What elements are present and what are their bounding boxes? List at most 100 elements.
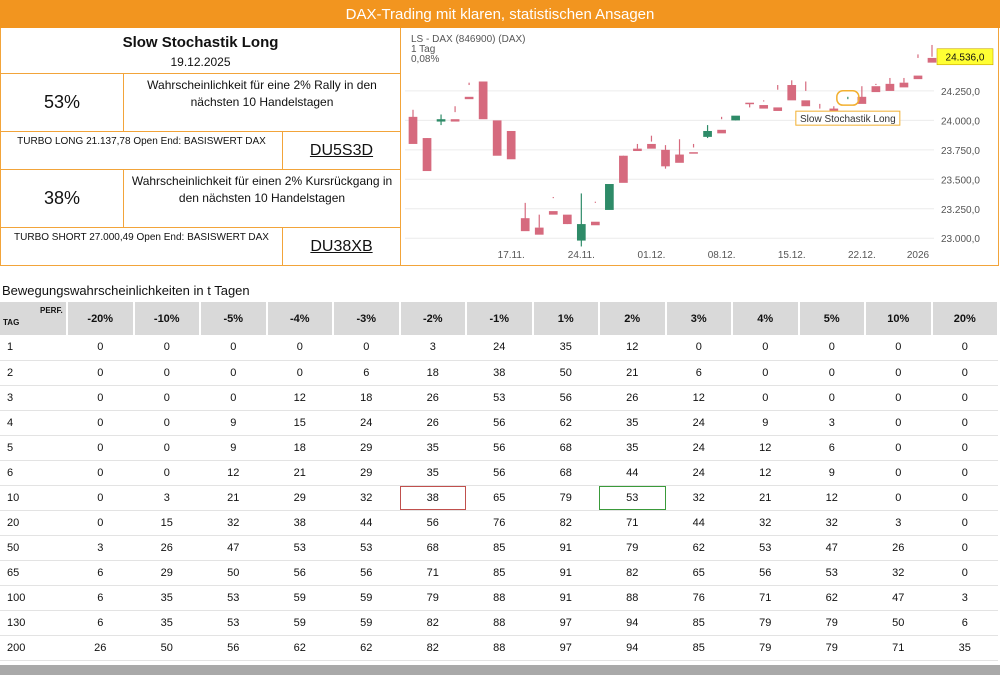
corner-tag-label: TAG: [3, 318, 20, 327]
probability-cell: 32: [798, 510, 865, 536]
probability-table: PERF. TAG -20% -10% -5% -4% -3% -2% -1% 1% 2% 3% 4…: [0, 302, 999, 661]
probability-cell: 50: [133, 635, 200, 661]
probability-cell: 0: [67, 360, 134, 386]
table-corner-header: PERF. TAG: [0, 302, 68, 335]
candle-body: [675, 154, 684, 163]
probability-cell: 82: [532, 510, 599, 536]
probability-cell: 0: [931, 535, 998, 561]
probability-cell: 50: [532, 360, 599, 386]
probability-cell: 0: [931, 485, 998, 511]
probability-cell: 35: [399, 435, 466, 461]
candle-body: [464, 96, 474, 100]
column-header: 3%: [665, 302, 733, 335]
probability-cell: 0: [133, 435, 200, 461]
x-tick-label: 01.12.: [638, 250, 666, 261]
row-tag: 200: [0, 635, 67, 661]
probability-cell: 79: [599, 535, 666, 561]
x-tick-label: 17.11.: [498, 250, 525, 261]
probability-cell: 18: [333, 385, 400, 411]
probability-cell: 0: [865, 460, 932, 486]
annotation-label: Slow Stochastik Long: [800, 114, 896, 125]
probability-cell: 0: [931, 435, 998, 461]
row-tag: 100: [0, 585, 67, 611]
probability-cell: 91: [532, 535, 599, 561]
candle-body: [647, 143, 656, 149]
probability-cell: 3: [133, 485, 200, 511]
long-probability: 53%: [1, 74, 124, 131]
probability-cell: 53: [333, 535, 400, 561]
turbo-long-code-link[interactable]: DU5S3D: [309, 141, 374, 159]
candle-body: [520, 218, 530, 232]
candle-body: [801, 100, 811, 107]
x-tick-label: 22.12.: [848, 250, 876, 261]
probability-cell: 21: [200, 485, 267, 511]
signal-date: 19.12.2025: [170, 55, 231, 69]
probability-cell: 79: [798, 610, 865, 636]
candle-body: [408, 116, 418, 144]
probability-cell: 21: [266, 460, 333, 486]
candle-body: [478, 81, 488, 120]
probability-cell: 12: [665, 385, 732, 411]
probability-cell: 62: [266, 635, 333, 661]
row-tag: 20: [0, 510, 67, 536]
candle-body: [534, 227, 544, 235]
probability-cell: 56: [466, 435, 533, 461]
probability-cell: 24: [665, 460, 732, 486]
probability-cell: 0: [67, 485, 134, 511]
probability-cell: 0: [133, 360, 200, 386]
y-tick-label: 23.250,0: [941, 205, 980, 216]
probability-cell: 53: [200, 585, 267, 611]
probability-cell: 0: [67, 335, 134, 361]
probability-cell: 3: [67, 535, 134, 561]
probability-cell: 88: [599, 585, 666, 611]
candle-body: [871, 86, 881, 93]
probability-cell: 29: [333, 460, 400, 486]
candle-body: [773, 107, 783, 111]
candle-body: [899, 82, 909, 88]
probability-cell: 12: [599, 335, 666, 361]
probability-cell: 0: [67, 435, 134, 461]
probability-cell: 85: [466, 535, 533, 561]
probability-cell: 9: [200, 435, 267, 461]
candle-body: [605, 184, 614, 210]
probability-cell: 0: [865, 485, 932, 511]
column-header: -20%: [67, 302, 135, 335]
probability-cell: 50: [865, 610, 932, 636]
candle-body: [422, 138, 432, 172]
probability-cell: 26: [399, 410, 466, 436]
column-header: 20%: [931, 302, 999, 335]
column-header: 4%: [732, 302, 800, 335]
candle-body: [913, 75, 923, 80]
turbo-short-text: TURBO SHORT 27.000,49 Open End: BASISWER…: [1, 228, 283, 266]
table-row: 1 0 0 0 0 0 3 24 35 12 0 0 0 0 0: [0, 335, 998, 361]
probability-cell: 53: [200, 610, 267, 636]
probability-cell: 59: [333, 610, 400, 636]
probability-cell: 53: [266, 535, 333, 561]
probability-cell: 0: [931, 385, 998, 411]
signal-info-box: Slow Stochastik Long 19.12.2025 53% Wahr…: [0, 28, 401, 266]
probability-cell: 44: [665, 510, 732, 536]
chart-legend-text: 1 Tag: [411, 44, 435, 55]
bottom-scroll-bar[interactable]: [0, 665, 1000, 675]
chart-legend-text: 0,08%: [411, 54, 439, 65]
probability-cell: 0: [133, 460, 200, 486]
table-row: 10 0 3 21 29 32 38 65 79 53 32 21 12 0 0: [0, 485, 998, 511]
probability-cell: 9: [798, 460, 865, 486]
probability-cell: 0: [200, 335, 267, 361]
probability-cell: 56: [532, 385, 599, 411]
probability-cell: 97: [532, 610, 599, 636]
long-probability-row: 53% Wahrscheinlichkeit für eine 2% Rally…: [1, 74, 400, 132]
probability-cell: 0: [732, 360, 799, 386]
turbo-short-code-link[interactable]: DU38XB: [310, 238, 373, 255]
probability-cell: 91: [532, 560, 599, 586]
probability-cell: 6: [665, 360, 732, 386]
probability-cell: 26: [133, 535, 200, 561]
y-tick-label: 23.000,0: [941, 234, 980, 245]
column-header: -1%: [466, 302, 534, 335]
probability-cell: 0: [732, 385, 799, 411]
probability-cell: 0: [133, 335, 200, 361]
last-price-tag: [936, 48, 994, 66]
row-tag: 3: [0, 385, 67, 411]
probability-cell: 35: [599, 410, 666, 436]
probability-cell: 26: [399, 385, 466, 411]
